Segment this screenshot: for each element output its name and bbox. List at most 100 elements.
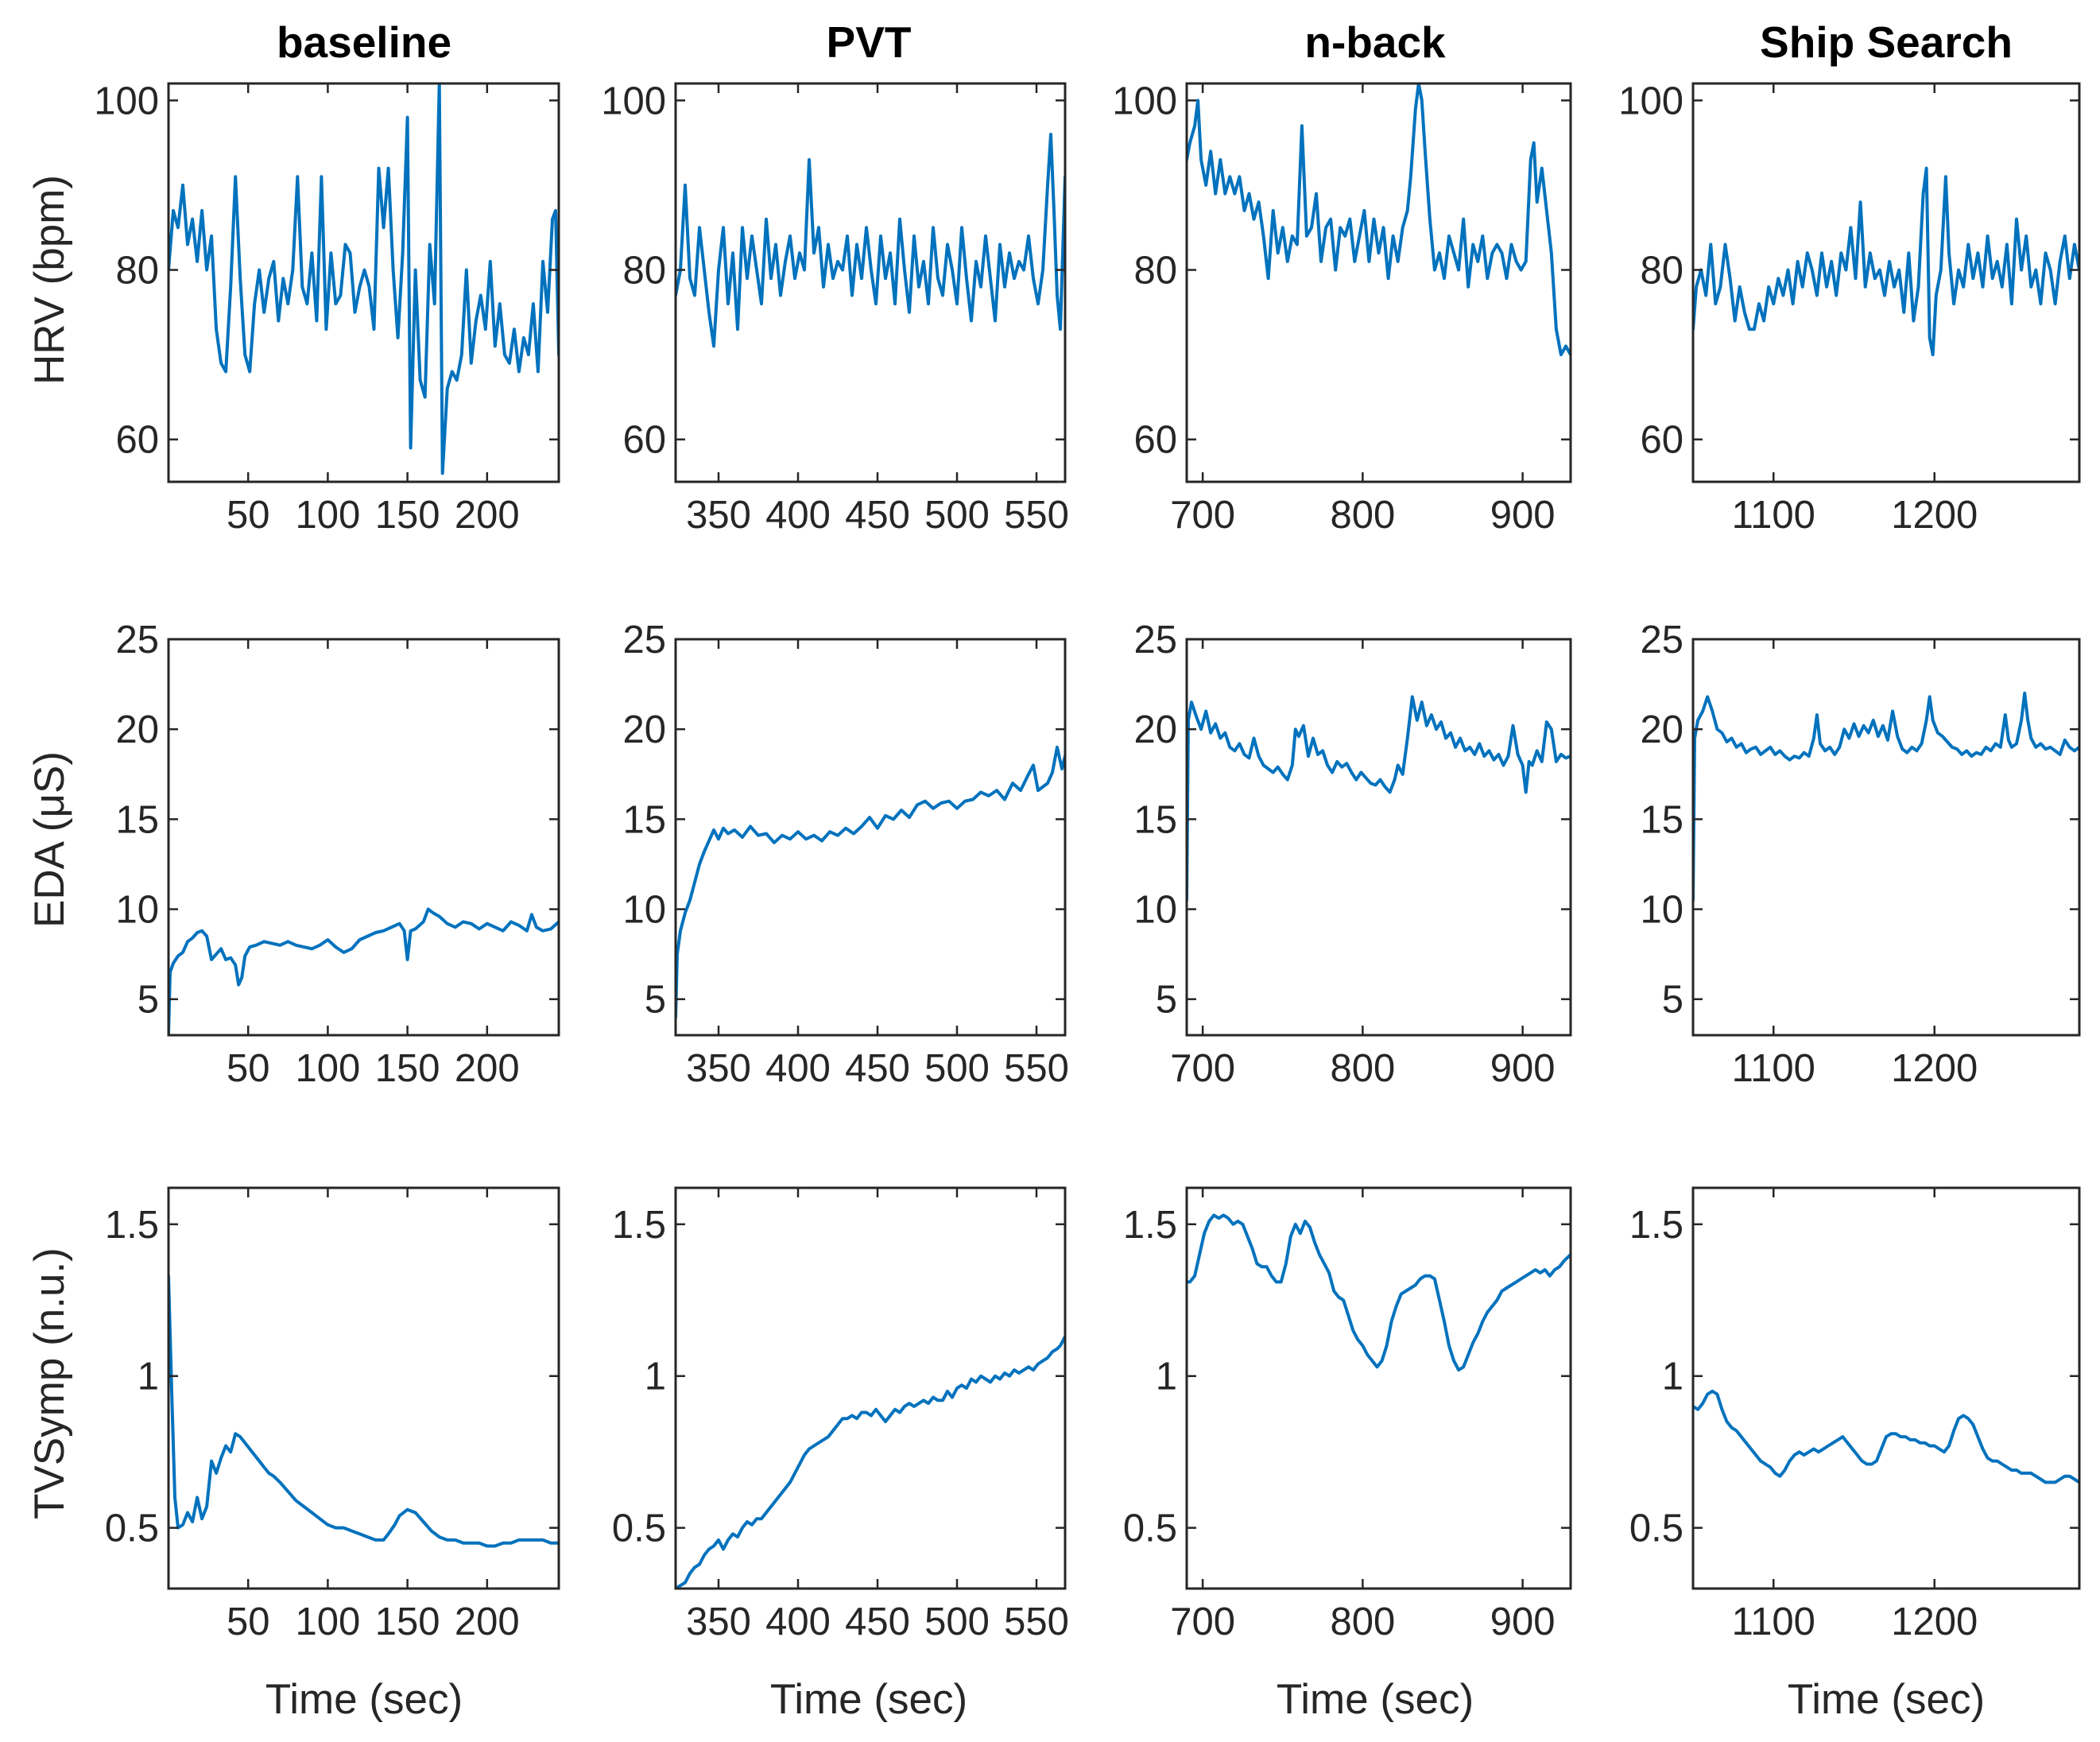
- x-tick-label: 550: [1004, 494, 1069, 537]
- xlabel-ship-search: Time (sec): [1788, 1676, 1985, 1723]
- series-line-hrv-baseline: [169, 83, 559, 475]
- x-tick-label: 50: [227, 494, 270, 537]
- y-tick-label: 60: [622, 419, 666, 462]
- axes-frame-tvsymp-n-back: [1185, 1186, 1572, 1590]
- series-line-hrv-ship-search: [1693, 166, 2079, 357]
- x-tick-label: 150: [375, 1047, 440, 1090]
- y-tick-label: 5: [645, 979, 666, 1022]
- x-tick-label: 350: [686, 1600, 751, 1643]
- x-tick-label: 200: [455, 1047, 520, 1090]
- y-tick-label: 60: [115, 419, 159, 462]
- y-tick-label: 1.5: [105, 1204, 159, 1247]
- y-tick-label: 20: [1640, 708, 1683, 751]
- x-tick-label: 700: [1170, 1047, 1235, 1090]
- y-tick-label: 5: [1156, 979, 1177, 1022]
- y-tick-label: 5: [138, 979, 159, 1022]
- series-line-tvsymp-baseline: [169, 1274, 559, 1548]
- series-line-tvsymp-ship-search: [1693, 1389, 2079, 1484]
- x-tick-label: 500: [924, 494, 990, 537]
- x-tick-label: 800: [1330, 1600, 1395, 1643]
- y-tick-label: 100: [601, 80, 666, 122]
- series-line-tvsymp-pvt: [676, 1335, 1065, 1589]
- x-tick-label: 400: [765, 1600, 831, 1643]
- series-line-eda-baseline: [169, 907, 559, 1035]
- y-tick-label: 25: [1133, 619, 1177, 661]
- y-tick-label: 80: [115, 250, 159, 293]
- x-tick-label: 100: [296, 1047, 361, 1090]
- y-tick-label: 25: [1640, 619, 1683, 661]
- y-tick-label: 20: [622, 708, 666, 751]
- y-tick-label: 100: [1618, 80, 1683, 122]
- xlabel-baseline: Time (sec): [265, 1676, 463, 1723]
- panel-tvsymp-baseline: 50 100 150 200 0.5 1 1.5: [105, 1186, 560, 1643]
- x-tick-label: 50: [227, 1047, 270, 1090]
- panel-tvsymp-ship-search: 1100 1200 0.5 1 1.5: [1629, 1186, 2081, 1643]
- y-tick-label: 80: [1133, 250, 1177, 293]
- y-tick-label: 25: [115, 619, 159, 661]
- x-tick-label: 700: [1170, 494, 1235, 537]
- y-tick-label: 10: [115, 889, 159, 932]
- x-tick-label: 1100: [1732, 1047, 1815, 1090]
- y-tick-label: 10: [622, 889, 666, 932]
- y-tick-label: 10: [1640, 889, 1683, 932]
- x-tick-label: 1200: [1891, 1047, 1978, 1090]
- series-line-eda-pvt: [676, 745, 1065, 1019]
- panel-tvsymp-n-back: 700 800 900 0.5 1 1.5: [1123, 1186, 1572, 1643]
- y-tick-label: 1: [1156, 1356, 1177, 1399]
- axes-frame-eda-pvt: [674, 638, 1067, 1037]
- panel-hrv-pvt: 350 400 450 500 550 60 80 100: [601, 80, 1069, 537]
- series-line-eda-ship-search: [1693, 691, 2079, 902]
- y-tick-label: 15: [115, 798, 159, 841]
- x-tick-label: 150: [375, 494, 440, 537]
- column-title-baseline: baseline: [277, 17, 451, 67]
- y-tick-label: 0.5: [1123, 1507, 1177, 1550]
- axes-frame-eda-baseline: [167, 638, 560, 1037]
- y-tick-label: 0.5: [105, 1507, 159, 1550]
- y-tick-label: 80: [622, 250, 666, 293]
- column-title-pvt: PVT: [827, 17, 912, 67]
- y-tick-label: 15: [1133, 798, 1177, 841]
- x-tick-label: 400: [765, 1047, 831, 1090]
- column-title-n-back: n-back: [1304, 17, 1446, 67]
- x-tick-label: 200: [455, 494, 520, 537]
- y-tick-label: 15: [622, 798, 666, 841]
- column-titles: baseline PVT n-back Ship Search: [277, 17, 2013, 67]
- column-title-ship-search: Ship Search: [1760, 17, 2013, 67]
- x-tick-label: 100: [296, 494, 361, 537]
- x-tick-label: 1200: [1891, 1600, 1978, 1643]
- y-tick-label: 1: [645, 1356, 666, 1399]
- axes-frame-hrv-baseline: [167, 82, 560, 483]
- x-tick-label: 900: [1490, 1600, 1556, 1643]
- ylabel-hrv: HRV (bpm): [26, 175, 73, 385]
- x-tick-label: 450: [845, 1600, 910, 1643]
- series-line-eda-n-back: [1187, 695, 1571, 902]
- x-tick-label: 800: [1330, 494, 1395, 537]
- axes-frame-tvsymp-pvt: [674, 1186, 1067, 1590]
- y-tick-label: 1: [1662, 1356, 1683, 1399]
- x-tick-label: 350: [686, 1047, 751, 1090]
- xlabel-pvt: Time (sec): [770, 1676, 967, 1723]
- y-tick-label: 0.5: [1629, 1507, 1683, 1550]
- series-line-tvsymp-n-back: [1187, 1213, 1571, 1372]
- x-tick-label: 500: [924, 1047, 990, 1090]
- y-tick-label: 80: [1640, 250, 1683, 293]
- row-ylabels: HRV (bpm) EDA (μS) TVSymp (n.u.): [26, 175, 73, 1519]
- ylabel-tvsymp: TVSymp (n.u.): [26, 1247, 73, 1519]
- y-tick-label: 1.5: [1123, 1204, 1177, 1247]
- x-tick-label: 50: [227, 1600, 270, 1643]
- x-tick-label: 200: [455, 1600, 520, 1643]
- y-tick-label: 60: [1133, 419, 1177, 462]
- y-tick-label: 5: [1662, 979, 1683, 1022]
- panel-eda-pvt: 350 400 450 500 550 5 10 15 20 25: [622, 619, 1068, 1090]
- panel-hrv-ship-search: 1100 1200 60 80 100: [1618, 80, 2081, 537]
- y-tick-label: 15: [1640, 798, 1683, 841]
- x-tick-label: 1100: [1732, 494, 1815, 537]
- y-tick-label: 60: [1640, 419, 1683, 462]
- x-tick-label: 800: [1330, 1047, 1395, 1090]
- y-tick-label: 100: [1112, 80, 1177, 122]
- x-tick-label: 400: [765, 494, 831, 537]
- x-tick-label: 350: [686, 494, 751, 537]
- series-line-hrv-pvt: [676, 133, 1065, 348]
